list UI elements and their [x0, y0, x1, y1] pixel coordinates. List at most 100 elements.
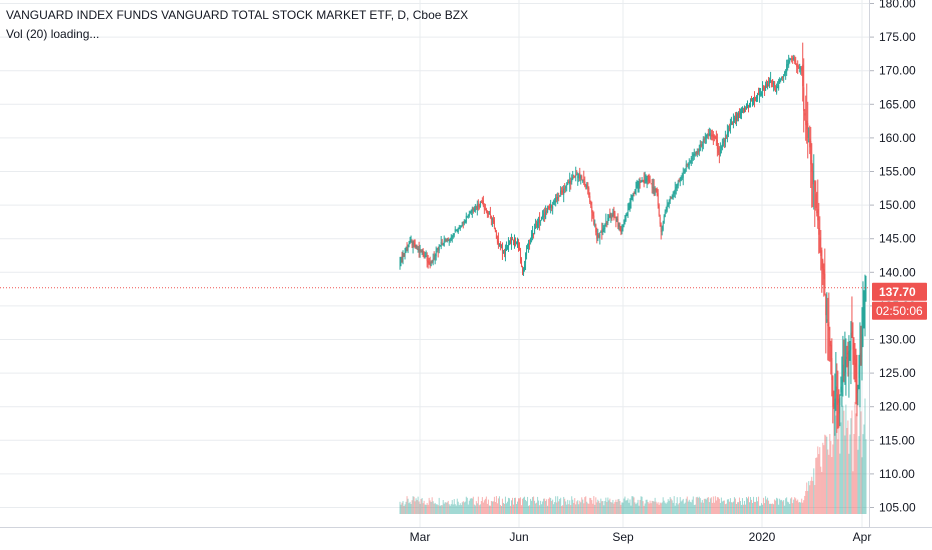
volume-bar — [557, 496, 559, 514]
candle-body — [638, 182, 640, 186]
volume-bar — [539, 505, 541, 514]
volume-bar — [658, 504, 660, 514]
price-tick-label: 150.00 — [879, 198, 916, 212]
volume-bar — [825, 435, 827, 514]
candle-body — [503, 251, 505, 253]
candle-body — [740, 110, 742, 113]
volume-bar — [729, 498, 731, 514]
volume-bar — [599, 503, 601, 514]
candle-body — [578, 174, 580, 179]
candle-body — [661, 230, 663, 232]
volume-bar — [617, 499, 619, 514]
candle-body — [778, 84, 780, 89]
volume-bar — [592, 503, 594, 514]
candle-body — [410, 240, 412, 242]
volume-bar — [741, 498, 743, 514]
volume-bar — [529, 505, 531, 514]
volume-bar — [677, 504, 679, 514]
volume-bar — [684, 502, 686, 514]
volume-bar — [432, 501, 434, 514]
volume-bar — [402, 501, 404, 514]
volume-bar — [568, 504, 570, 514]
volume-bar — [627, 498, 629, 514]
candle-body — [765, 84, 767, 91]
volume-bar — [465, 496, 467, 514]
candle-body — [523, 269, 525, 274]
candle-body — [730, 122, 732, 124]
candle-body — [726, 132, 728, 136]
candle-body — [408, 243, 410, 246]
volume-bar — [855, 413, 857, 514]
volume-bar — [711, 502, 713, 514]
candle-body — [836, 394, 838, 405]
volume-bar — [701, 500, 703, 514]
candle-body — [679, 180, 681, 182]
candle-body — [573, 174, 575, 177]
candle-body — [641, 180, 643, 182]
price-tick-label: 155.00 — [879, 165, 916, 179]
volume-indicator-label[interactable]: Vol (20) loading... — [6, 27, 100, 41]
volume-bar — [799, 502, 801, 514]
candle-body — [554, 200, 556, 202]
volume-bar — [421, 498, 423, 514]
candle-body — [717, 148, 719, 153]
volume-bar — [833, 398, 835, 514]
candle-body — [442, 244, 444, 246]
candle-body — [736, 113, 738, 119]
candle-body — [813, 179, 815, 182]
candle-body — [413, 241, 415, 244]
volume-bar — [760, 505, 762, 514]
candle-body — [859, 352, 861, 368]
candle-body — [834, 398, 836, 413]
candle-body — [577, 176, 579, 178]
volume-bar — [730, 502, 732, 514]
price-tick-label: 175.00 — [879, 30, 916, 44]
volume-bar — [703, 498, 705, 514]
candle-body — [615, 217, 617, 222]
candle-body — [592, 212, 594, 216]
volume-bar — [585, 496, 587, 514]
candle-body — [417, 248, 419, 250]
candle-body — [673, 192, 675, 194]
candle-body — [773, 83, 775, 85]
candle-body — [827, 323, 829, 327]
volume-bar — [862, 434, 864, 514]
candle-body — [581, 176, 583, 181]
candle-body — [402, 255, 404, 259]
volume-bar — [849, 434, 851, 514]
candle-body — [458, 227, 460, 229]
volume-bar — [740, 504, 742, 514]
price-axis[interactable]: 180.00 175.00 170.00 165.00 160.00 155.00 150.… — [869, 0, 917, 528]
volume-bar — [437, 505, 439, 514]
candle-body — [563, 188, 565, 195]
volume-bar — [839, 453, 841, 514]
candle-body — [553, 201, 555, 205]
volume-bar — [827, 449, 829, 514]
volume-bar — [532, 497, 534, 514]
volume-bar — [522, 498, 524, 514]
volume-bar — [418, 501, 420, 514]
volume-bar — [842, 405, 844, 514]
candle-body — [480, 201, 482, 203]
time-axis[interactable]: Mar Jun Sep 2020 Apr — [0, 527, 932, 545]
volume-bar — [455, 505, 457, 514]
candle-body — [406, 248, 408, 251]
volume-bar — [420, 499, 422, 514]
candle-body — [660, 224, 662, 232]
candle-body — [784, 71, 786, 76]
candle-body — [494, 228, 496, 233]
candle-body — [832, 376, 834, 407]
candle-body — [706, 134, 708, 136]
time-tick-label: Sep — [612, 530, 634, 544]
candle-body — [643, 179, 645, 183]
volume-bar — [822, 442, 824, 514]
volume-bar — [549, 497, 551, 514]
volume-bar — [775, 500, 777, 514]
volume-bar — [503, 503, 505, 514]
candle-body — [699, 144, 701, 151]
candle-body — [640, 181, 642, 183]
time-tick-label: Jun — [509, 530, 528, 544]
candle-body — [507, 244, 509, 247]
volume-bar — [662, 497, 664, 514]
